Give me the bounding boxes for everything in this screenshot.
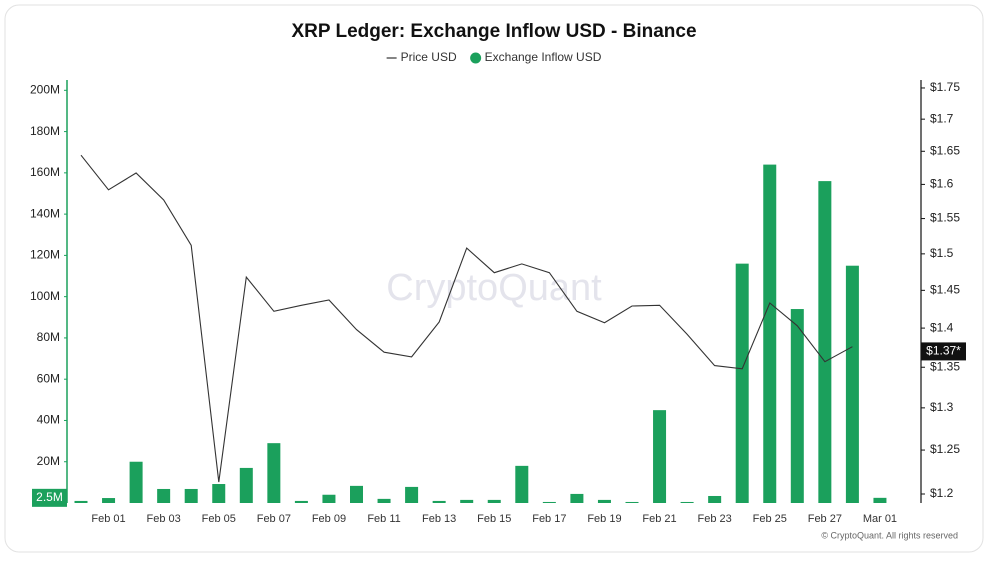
bar — [102, 498, 116, 503]
y2-tick-label: $1.45 — [930, 283, 960, 297]
bar — [239, 467, 253, 503]
bar — [735, 263, 749, 503]
x-tick-label: Feb 23 — [698, 513, 732, 525]
x-tick-label: Feb 07 — [257, 513, 291, 525]
bar — [350, 485, 363, 503]
y-tick-label: 80M — [37, 330, 60, 344]
bar — [790, 309, 804, 503]
watermark: CryptoQuant — [386, 267, 602, 309]
bar — [157, 488, 171, 503]
bar — [542, 501, 556, 503]
bar — [405, 486, 419, 503]
legend-label: Exchange Inflow USD — [485, 50, 602, 64]
y-tick-label: 40M — [37, 413, 60, 427]
price-line — [80, 154, 853, 483]
y-tick-label: 200M — [30, 82, 60, 96]
bar — [432, 500, 446, 503]
y2-tick-label: $1.55 — [930, 211, 960, 225]
y-tick-label: 160M — [30, 165, 60, 179]
y2-tick-label: $1.4 — [930, 320, 954, 334]
bar — [653, 410, 667, 503]
bar — [487, 499, 501, 503]
y2-tick-label: $1.25 — [930, 442, 960, 456]
y-tick-label: 180M — [30, 124, 60, 138]
current-value-label: 2.5M — [36, 490, 63, 504]
x-tick-label: Feb 09 — [312, 513, 346, 525]
y2-tick-label: $1.3 — [930, 400, 954, 414]
y2-tick-label: $1.2 — [930, 486, 954, 500]
bar — [873, 497, 887, 503]
y2-tick-label: $1.75 — [930, 80, 960, 94]
y-tick-label: 120M — [30, 248, 60, 262]
x-tick-label: Feb 27 — [808, 513, 842, 525]
x-tick-label: Feb 11 — [367, 513, 400, 525]
bar — [267, 443, 281, 503]
legend-label: Price USD — [401, 50, 457, 64]
x-tick-label: Feb 25 — [753, 513, 787, 525]
bar — [184, 488, 198, 503]
x-tick-label: Feb 15 — [477, 513, 511, 525]
x-tick-label: Feb 03 — [147, 513, 181, 525]
current-value-box — [32, 488, 67, 507]
x-tick-label: Feb 05 — [202, 513, 236, 525]
bar — [377, 498, 391, 503]
y2-tick-label: $1.65 — [930, 143, 960, 157]
x-tick-label: Feb 17 — [532, 513, 566, 525]
y-tick-label: 20M — [37, 454, 60, 468]
current-price-label: $1.37* — [926, 344, 961, 358]
legend: Price USD Exchange Inflow USD — [386, 50, 602, 64]
y2-tick-label: $1.35 — [930, 359, 960, 373]
bar — [818, 181, 832, 504]
bar — [515, 465, 529, 503]
y-tick-label: 100M — [30, 289, 60, 303]
bar — [129, 461, 143, 503]
current-price-box — [921, 342, 966, 361]
legend-dot — [470, 52, 482, 64]
bar — [845, 265, 859, 503]
bar — [212, 484, 226, 503]
x-tick-label: Feb 21 — [642, 513, 676, 525]
bar — [708, 495, 722, 503]
y2-tick-label: $1.5 — [930, 246, 954, 260]
bar — [763, 164, 777, 503]
bar — [74, 500, 88, 503]
bar — [294, 500, 308, 503]
bar — [625, 501, 639, 503]
x-tick-label: Mar 01 — [863, 513, 897, 525]
y-tick-label: 140M — [30, 206, 60, 220]
bar — [597, 499, 611, 503]
x-tick-label: Feb 13 — [422, 513, 456, 525]
bar — [460, 499, 474, 503]
x-tick-label: Feb 01 — [91, 513, 125, 525]
footer: © CryptoQuant. All rights reserved — [821, 530, 958, 540]
bar — [570, 493, 584, 503]
chart-title: XRP Ledger: Exchange Inflow USD - Binanc… — [291, 21, 696, 42]
bar — [322, 494, 336, 503]
bar — [680, 501, 694, 503]
y-tick-label: 60M — [37, 371, 60, 385]
x-tick-label: Feb 19 — [587, 513, 621, 525]
y2-tick-label: $1.7 — [930, 111, 954, 125]
y2-tick-label: $1.6 — [930, 177, 954, 191]
